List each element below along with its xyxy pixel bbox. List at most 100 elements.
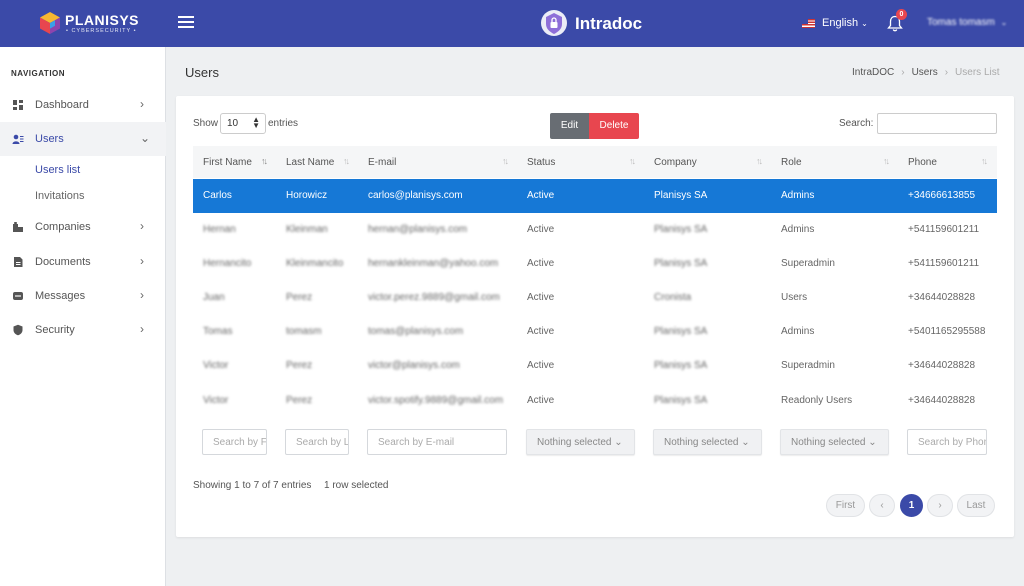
table-info: Showing 1 to 7 of 7 entries [193,480,312,491]
company-filter-value: Nothing selected [664,437,739,448]
column-header-last-name[interactable]: Last Name [286,157,335,168]
status-filter-value: Nothing selected [537,437,612,448]
cell-status: Active [527,292,555,303]
cell-email: hernankleinman@yahoo.com [368,258,499,269]
chevron-right-icon: › [140,97,144,111]
table-row[interactable]: Hernan Kleinman hernan@planisys.com Acti… [193,213,997,247]
sort-icon[interactable]: ↑↓ [502,156,509,166]
sort-icon[interactable]: ↑↓ [629,156,636,166]
table-row[interactable]: Victor Perez victor.spotify.9889@gmail.c… [193,384,997,418]
cell-first-name: Juan [203,292,225,303]
sidebar-item-users[interactable]: Users ⌄ [0,122,166,156]
cell-role: Users [781,292,808,303]
cell-first-name: Hernancito [203,258,252,269]
sidebar-item-documents[interactable]: Documents › [0,245,166,279]
sort-icon[interactable]: ↑↓ [981,156,988,166]
breadcrumb-item[interactable]: Users [911,67,938,78]
breadcrumb-item[interactable]: IntraDOC [852,67,895,78]
last-name-filter-input[interactable]: Search by Last Name [285,429,349,455]
cell-role: Superadmin [781,360,835,371]
sort-icon[interactable]: ↑↓ [261,156,268,166]
column-header-role[interactable]: Role [781,157,802,168]
sidebar-subitem-invitations[interactable]: Invitations [35,190,85,202]
cell-role: Admins [781,224,815,235]
pagination-next-button[interactable]: › [927,494,953,517]
column-header-first-name[interactable]: First Name [203,157,252,168]
cell-company: Planisys SA [654,190,708,201]
table-row[interactable]: Juan Perez victor.perez.9889@gmail.com A… [193,281,997,315]
cell-first-name: Victor [203,395,229,406]
search-label: Search: [839,118,874,129]
building-icon [13,222,23,232]
search-input[interactable] [877,113,997,134]
dashboard-icon [13,100,23,110]
cell-company: Planisys SA [654,224,708,235]
sidebar-subitem-users-list[interactable]: Users list [35,164,81,176]
show-label: Show [193,118,219,129]
cell-phone: +34644028828 [908,360,976,371]
cell-email: victor.spotify.9889@gmail.com [368,395,504,406]
cell-company: Planisys SA [654,395,708,406]
pagination-first-button[interactable]: First [826,494,865,517]
chevron-down-icon: ⌄ [861,18,868,28]
shield-icon [13,324,23,336]
cell-phone: +34666613855 [908,190,976,201]
cell-email: victor.perez.9889@gmail.com [368,292,500,303]
cell-first-name: Victor [203,360,229,371]
app-name: Intradoc [575,14,643,33]
pagination-page-button[interactable]: 1 [900,494,923,517]
menu-toggle-icon[interactable] [178,16,194,29]
cell-status: Active [527,360,555,371]
entries-select[interactable]: 10 ▲ ▼ [220,113,266,134]
pagination-last-button[interactable]: Last [957,494,995,517]
chevron-down-icon: ⌄ [1000,18,1008,27]
sort-icon[interactable]: ↑↓ [756,156,763,166]
column-header-phone[interactable]: Phone [908,157,937,168]
email-filter-input[interactable]: Search by E-mail [367,429,507,455]
sidebar-item-dashboard[interactable]: Dashboard › [0,88,166,122]
status-filter-select[interactable]: Nothing selected ⌄ [526,429,635,455]
cell-email: victor@planisys.com [368,360,460,371]
sidebar-item-companies[interactable]: Companies › [0,210,166,244]
sort-icon[interactable]: ↑↓ [343,156,350,166]
selection-info: 1 row selected [324,480,389,491]
pagination-prev-button[interactable]: ‹ [869,494,895,517]
message-icon [13,292,23,300]
language-selector[interactable]: English ⌄ [802,17,868,29]
delete-button[interactable]: Delete [589,113,639,139]
column-header-email[interactable]: E-mail [368,157,397,168]
sidebar-item-label: Security [35,324,75,336]
cell-role: Admins [781,190,815,201]
breadcrumb-separator: › [944,67,949,78]
edit-button[interactable]: Edit [550,113,589,139]
cell-last-name: Perez [286,292,313,303]
cell-role: Admins [781,326,815,337]
role-filter-select[interactable]: Nothing selected ⌄ [780,429,889,455]
table-row[interactable]: Tomas tomasm tomas@planisys.com Active P… [193,315,997,349]
column-header-company[interactable]: Company [654,157,697,168]
top-bar: PLANISYS • CYBERSECURITY • Intradoc Engl… [0,0,1024,47]
cell-last-name: Kleinman [286,224,328,235]
cell-role: Readonly Users [781,395,853,406]
chevron-right-icon: › [140,322,144,336]
first-name-filter-input[interactable]: Search by First Name [202,429,267,455]
cell-first-name: Carlos [203,190,232,201]
table-row[interactable]: Carlos Horowicz carlos@planisys.com Acti… [193,179,997,213]
sidebar-item-label: Messages [35,290,86,302]
sidebar: NAVIGATION Dashboard › Users ⌄ Users lis… [0,47,166,586]
table-row[interactable]: Hernancito Kleinmancito hernankleinman@y… [193,247,997,281]
breadcrumb: IntraDOC › Users › Users List [852,67,1000,78]
cell-status: Active [527,395,555,406]
column-header-status[interactable]: Status [527,157,556,168]
cell-last-name: Horowicz [286,190,328,201]
company-filter-select[interactable]: Nothing selected ⌄ [653,429,762,455]
cell-email: tomas@planisys.com [368,326,464,337]
user-menu[interactable]: Tomas tomasm ⌄ [927,17,1007,28]
sort-icon[interactable]: ↑↓ [883,156,890,166]
table-row[interactable]: Victor Perez victor@planisys.com Active … [193,349,997,383]
sidebar-item-messages[interactable]: Messages › [0,279,166,313]
notification-badge: 0 [896,9,907,20]
cell-company: Cronista [654,292,692,303]
phone-filter-input[interactable]: Search by Phone [907,429,987,455]
sidebar-item-security[interactable]: Security › [0,313,166,347]
